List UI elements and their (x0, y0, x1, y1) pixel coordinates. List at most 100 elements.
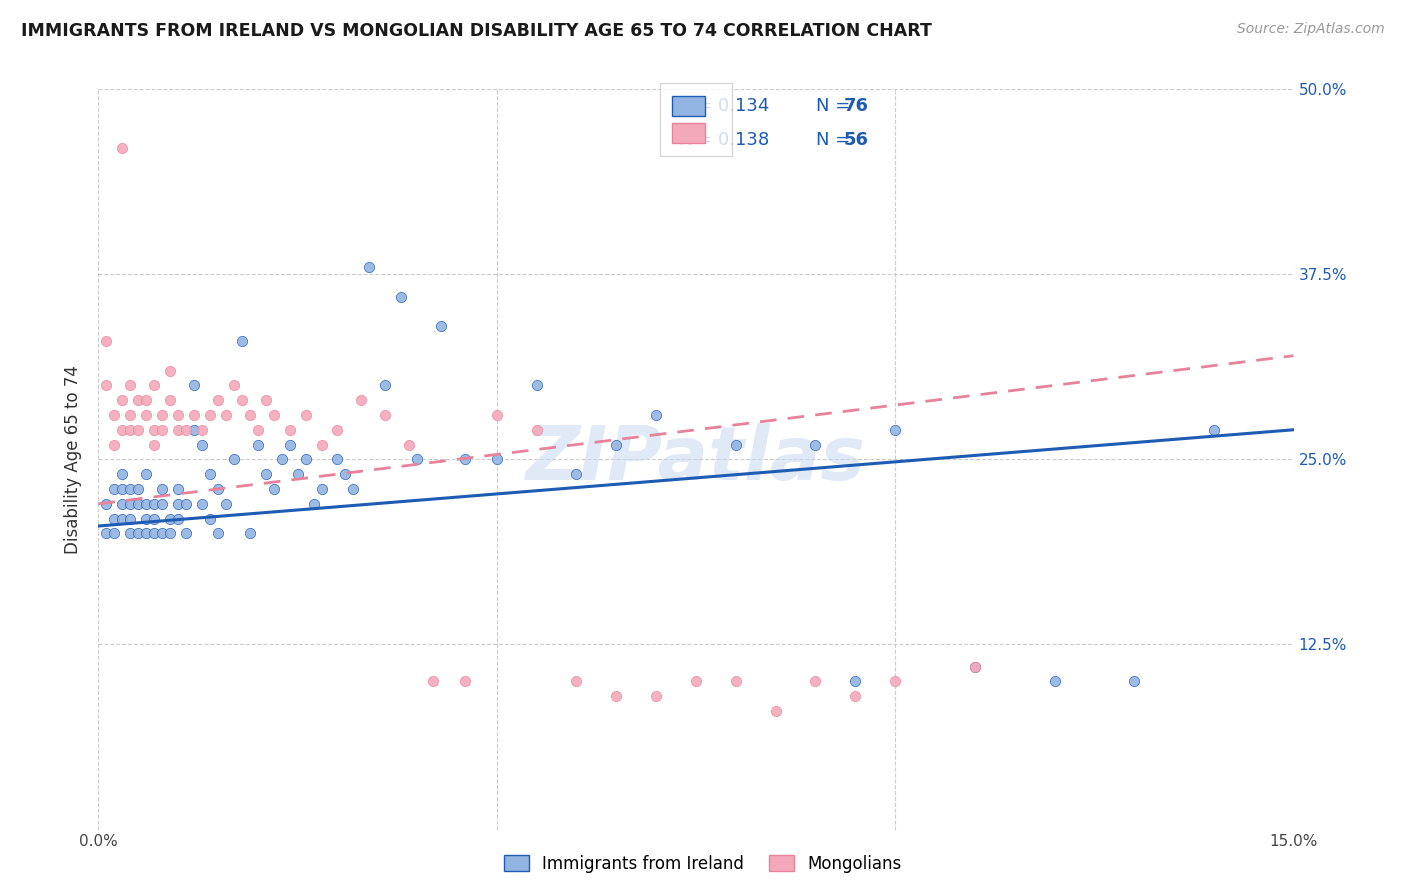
Point (326, 452, 349, 467)
Point (454, 674, 477, 689)
Point (422, 674, 444, 689)
Point (120, 511, 142, 525)
Point (278, 437, 301, 451)
Point (335, 467, 357, 482)
Point (342, 482, 364, 496)
Point (398, 437, 420, 451)
Text: Source: ZipAtlas.com: Source: ZipAtlas.com (1237, 22, 1385, 37)
Point (645, 690, 668, 704)
Point (724, 437, 747, 451)
Point (167, 423, 190, 437)
Point (127, 393, 149, 408)
Point (111, 467, 134, 482)
Point (127, 526, 149, 541)
Point (207, 482, 229, 496)
Point (254, 393, 277, 408)
Point (350, 393, 373, 408)
Point (207, 393, 229, 408)
Point (96, 378, 118, 392)
Point (526, 378, 548, 392)
Point (167, 482, 190, 496)
Point (1202, 423, 1225, 437)
Y-axis label: Disability Age 65 to 74: Disability Age 65 to 74 (65, 365, 83, 554)
Point (565, 674, 588, 689)
Point (183, 378, 205, 392)
Point (239, 408, 262, 422)
Point (174, 526, 197, 541)
Point (526, 423, 548, 437)
Point (120, 482, 142, 496)
Point (294, 408, 316, 422)
Point (191, 437, 214, 451)
Point (311, 482, 333, 496)
Point (103, 526, 125, 541)
Point (326, 423, 349, 437)
Point (485, 452, 508, 467)
Legend: , : , (659, 84, 733, 156)
Point (120, 408, 142, 422)
Point (167, 408, 190, 422)
Point (804, 674, 827, 689)
Point (884, 423, 907, 437)
Point (454, 452, 477, 467)
Point (127, 482, 149, 496)
Text: 76: 76 (844, 97, 869, 115)
Text: N =: N = (815, 97, 856, 115)
Point (215, 408, 238, 422)
Point (294, 452, 316, 467)
Point (215, 497, 238, 511)
Point (278, 423, 301, 437)
Point (159, 363, 181, 377)
Point (246, 423, 269, 437)
Point (246, 437, 269, 451)
Point (96, 334, 118, 348)
Point (222, 378, 245, 392)
Point (254, 467, 277, 482)
Point (111, 423, 134, 437)
Point (143, 437, 166, 451)
Point (231, 393, 253, 408)
Point (389, 289, 412, 303)
Point (135, 497, 157, 511)
Point (191, 423, 214, 437)
Text: IMMIGRANTS FROM IRELAND VS MONGOLIAN DISABILITY AGE 65 TO 74 CORRELATION CHART: IMMIGRANTS FROM IRELAND VS MONGOLIAN DIS… (21, 22, 932, 40)
Point (311, 437, 333, 451)
Point (198, 467, 221, 482)
Point (135, 393, 157, 408)
Point (111, 141, 134, 155)
Point (198, 511, 221, 525)
Point (207, 526, 229, 541)
Text: N =: N = (815, 131, 856, 149)
Point (103, 437, 125, 451)
Point (804, 437, 827, 451)
Point (159, 393, 181, 408)
Point (143, 378, 166, 392)
Point (135, 526, 157, 541)
Point (605, 437, 627, 451)
Point (374, 408, 396, 422)
Point (844, 674, 866, 689)
Point (645, 408, 668, 422)
Point (963, 659, 986, 673)
Point (103, 408, 125, 422)
Point (135, 511, 157, 525)
Point (239, 526, 262, 541)
Point (143, 497, 166, 511)
Point (150, 482, 173, 496)
Point (150, 423, 173, 437)
Point (143, 526, 166, 541)
Point (111, 511, 134, 525)
Point (191, 497, 214, 511)
Point (127, 423, 149, 437)
Point (565, 467, 588, 482)
Point (174, 497, 197, 511)
Point (724, 674, 747, 689)
Point (127, 497, 149, 511)
Point (150, 408, 173, 422)
Point (159, 511, 181, 525)
Point (120, 423, 142, 437)
Point (135, 467, 157, 482)
Point (111, 393, 134, 408)
Point (963, 659, 986, 673)
Point (183, 423, 205, 437)
